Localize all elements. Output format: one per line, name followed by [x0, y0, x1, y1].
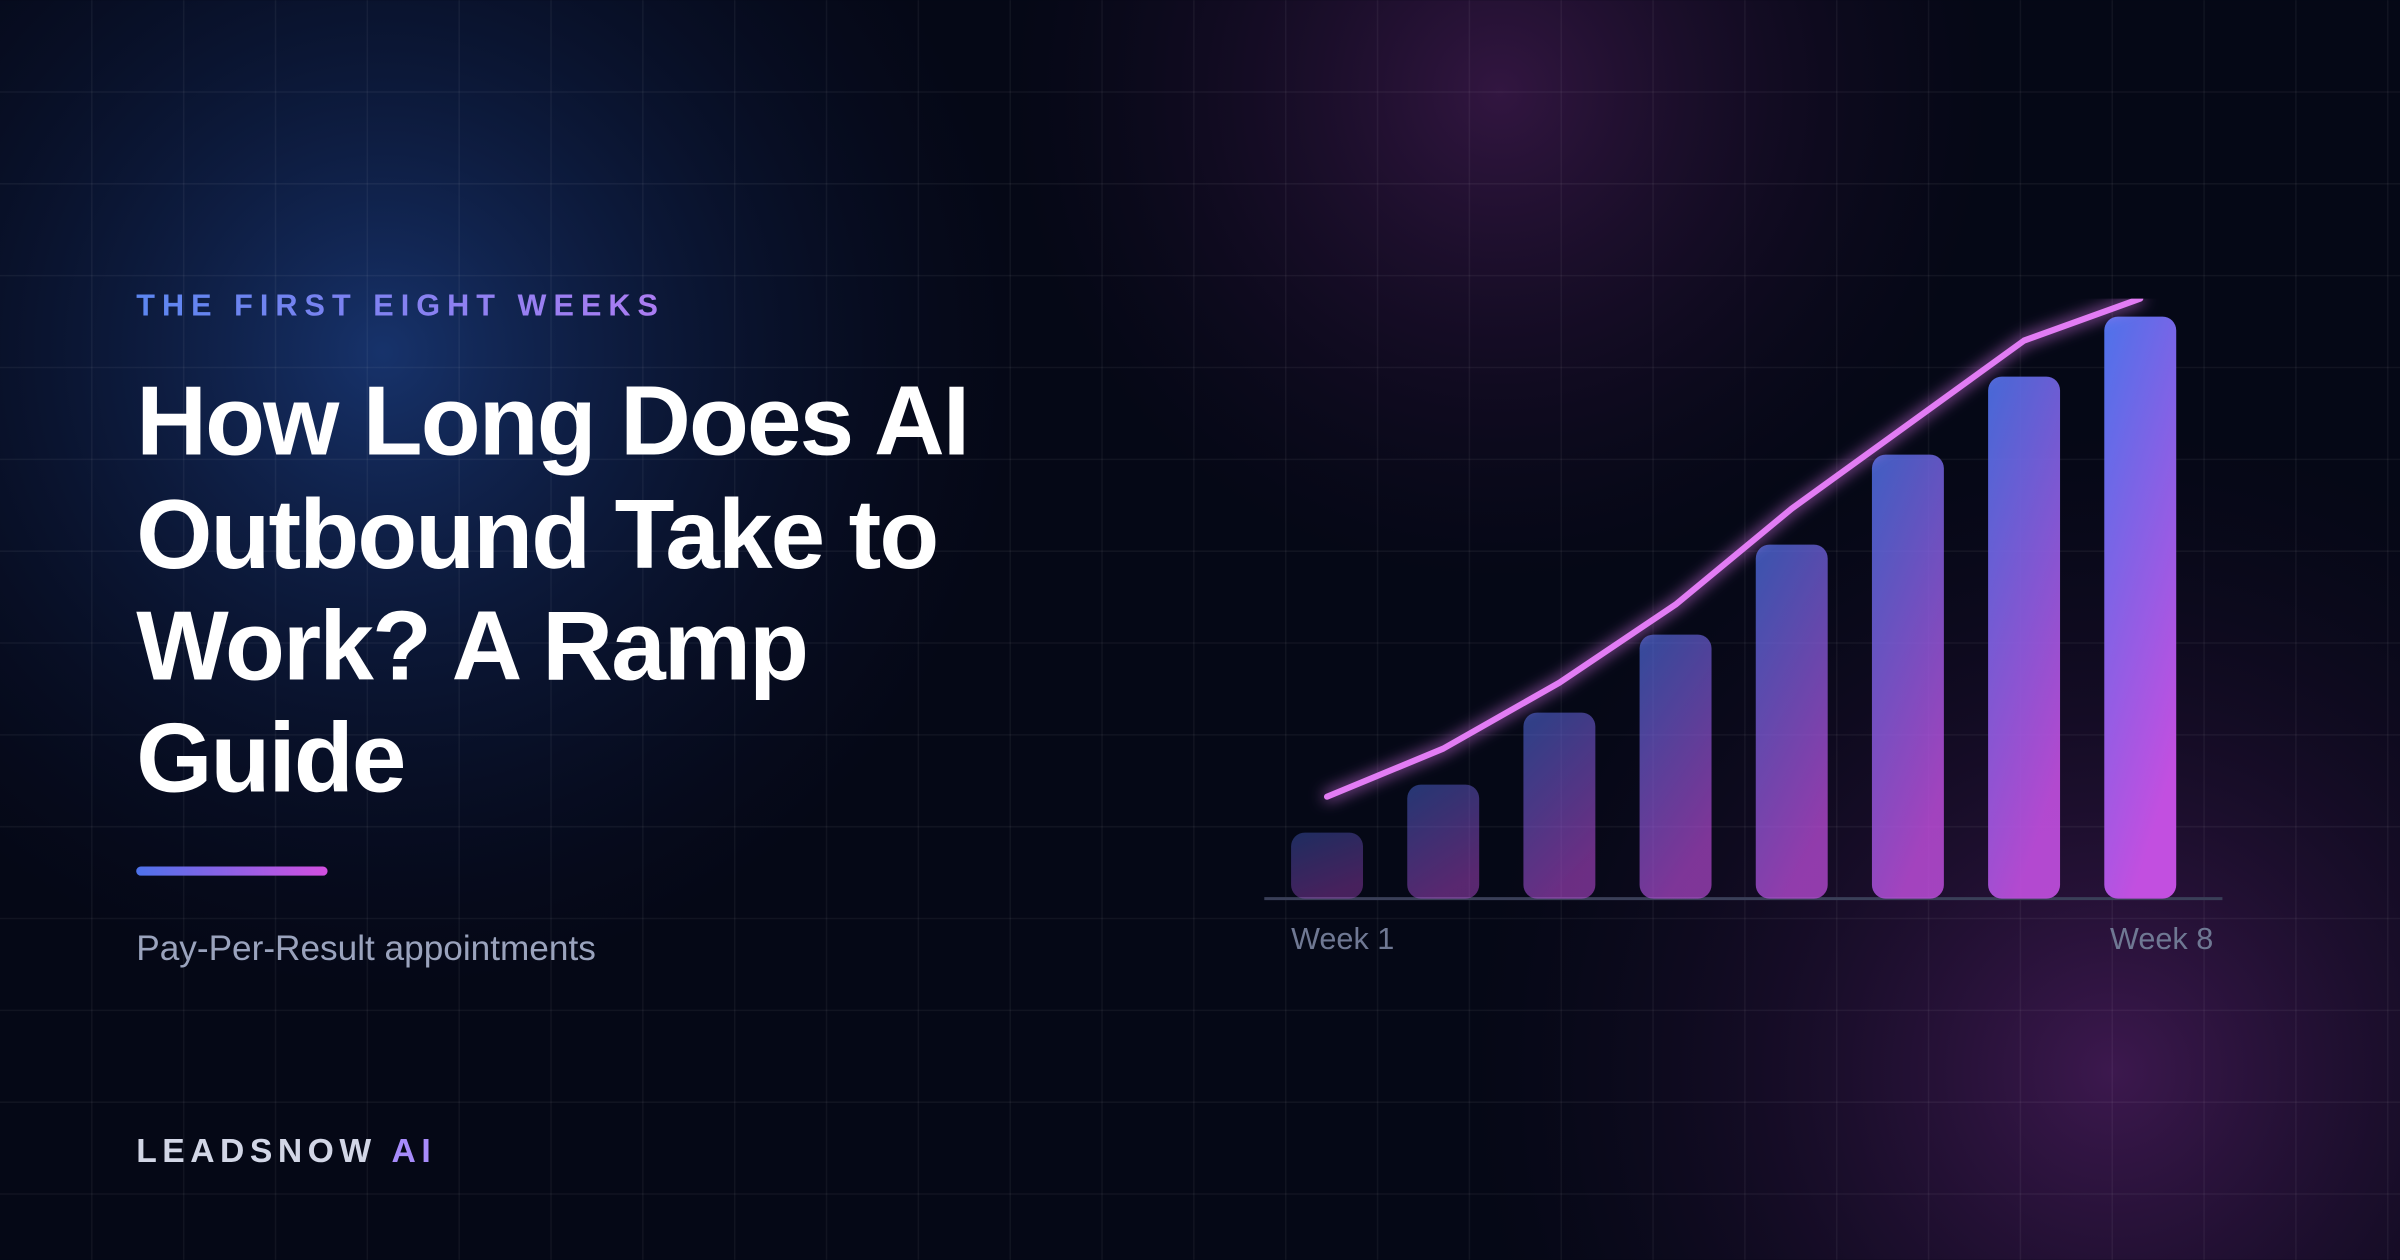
chart: Week 1 Week 8 — [1264, 298, 2223, 956]
title-line: Outbound Take to — [136, 479, 937, 589]
brand-name: LEADSNOW — [136, 1133, 376, 1170]
title-line: Guide — [136, 702, 404, 812]
line-group — [1323, 298, 2144, 800]
bar — [1291, 832, 1364, 899]
bar — [1871, 454, 1944, 899]
bar — [1988, 376, 2061, 899]
brand: LEADSNOW AI — [136, 1133, 436, 1170]
accent-rule — [136, 866, 328, 876]
title-line: How Long Does AI — [136, 366, 968, 476]
trend-line — [1323, 298, 2144, 800]
brand-suffix: AI — [392, 1133, 437, 1170]
x-tick-label: Week 1 — [1291, 922, 1394, 956]
bar — [1523, 712, 1596, 899]
bar — [1755, 544, 1828, 899]
title-line: Work? A Ramp — [136, 591, 807, 701]
x-tick-label: Week 8 — [2110, 922, 2213, 956]
eyebrow: THE FIRST EIGHT WEEKS — [136, 288, 665, 322]
bar — [1639, 634, 1712, 899]
bar — [1407, 784, 1480, 899]
bar — [2104, 316, 2177, 899]
subtitle: Pay-Per-Result appointments — [136, 929, 596, 968]
title: How Long Does AI Outbound Take to Work? … — [136, 366, 970, 813]
